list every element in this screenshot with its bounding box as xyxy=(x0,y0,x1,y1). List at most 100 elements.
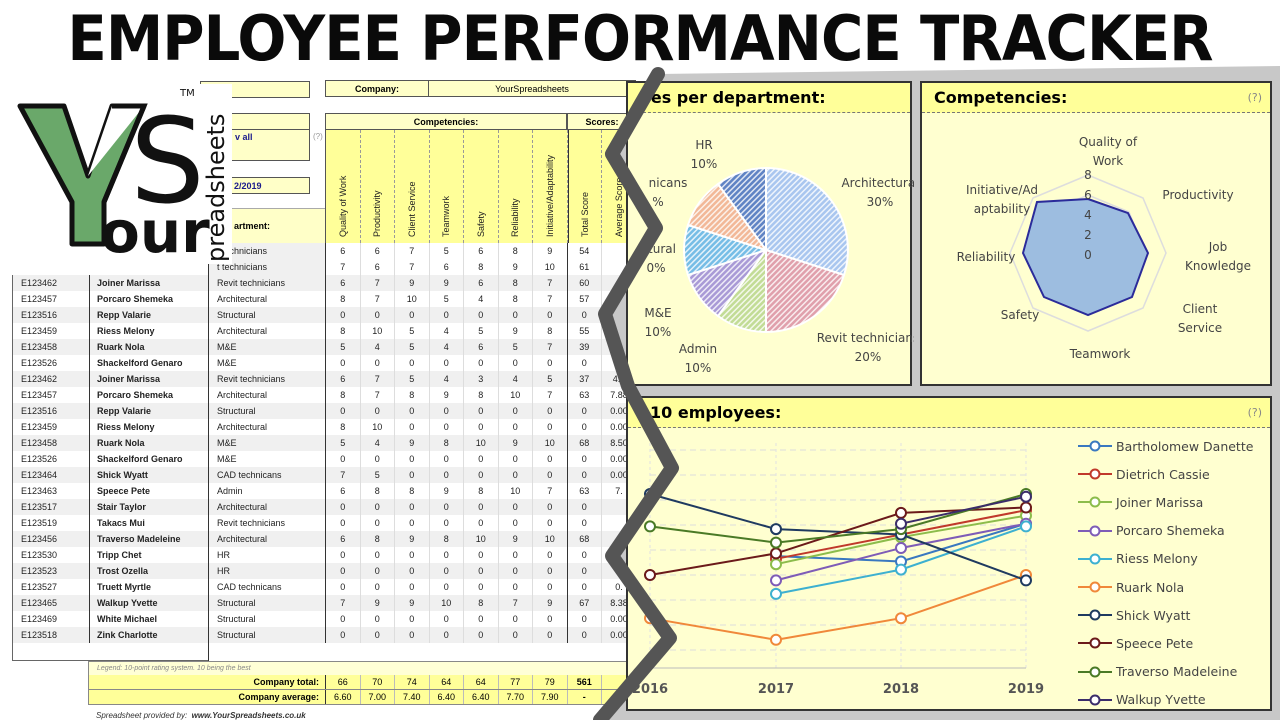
score-cell[interactable]: 0 xyxy=(497,547,533,563)
score-cell[interactable]: 0 xyxy=(497,307,533,323)
total-score-cell[interactable]: 61 xyxy=(566,259,602,275)
table-row[interactable]: E123457 Porcaro Shemeka Architectural 8 7 8 9 8… xyxy=(12,387,637,403)
score-cell[interactable]: 5 xyxy=(463,323,498,339)
score-cell[interactable]: 8 xyxy=(497,275,533,291)
score-cell[interactable]: 0 xyxy=(532,419,567,435)
score-cell[interactable]: 7 xyxy=(359,387,395,403)
score-cell[interactable]: 0 xyxy=(325,499,360,515)
score-cell[interactable]: 0 xyxy=(532,547,567,563)
score-cell[interactable]: 0 xyxy=(532,451,567,467)
score-cell[interactable]: 9 xyxy=(497,323,533,339)
table-row[interactable]: E123516 Repp Valarie Structural 0 0 0 0 0 0 0 0 0.0… xyxy=(12,403,637,419)
score-cell[interactable]: 0 xyxy=(428,451,464,467)
score-cell[interactable]: 5 xyxy=(428,291,464,307)
department-cell[interactable]: CAD technicans xyxy=(208,467,325,483)
legend-item[interactable]: Walkup Yvette xyxy=(1078,686,1253,714)
score-cell[interactable]: 8 xyxy=(463,483,498,499)
total-score-cell[interactable]: 0 xyxy=(566,467,602,483)
score-cell[interactable]: 0 xyxy=(325,579,360,595)
help-icon[interactable]: (?) xyxy=(313,132,323,141)
score-cell[interactable]: 9 xyxy=(394,435,429,451)
score-cell[interactable]: 8 xyxy=(497,243,533,259)
total-score-cell[interactable]: 0 xyxy=(566,499,602,515)
score-cell[interactable]: 6 xyxy=(428,259,464,275)
legend-item[interactable]: Shick Wyatt xyxy=(1078,601,1253,629)
score-cell[interactable]: 4 xyxy=(359,339,395,355)
score-cell[interactable]: 0 xyxy=(394,547,429,563)
score-cell[interactable]: 7 xyxy=(532,291,567,307)
score-cell[interactable]: 0 xyxy=(463,579,498,595)
department-cell[interactable]: M&E xyxy=(208,435,325,451)
score-cell[interactable]: 4 xyxy=(428,371,464,387)
score-cell[interactable]: 8 xyxy=(463,259,498,275)
score-cell[interactable]: 0 xyxy=(532,467,567,483)
score-cell[interactable]: 10 xyxy=(463,435,498,451)
employee-id-cell[interactable]: E123459 xyxy=(12,419,89,435)
score-cell[interactable]: 0 xyxy=(463,611,498,627)
employee-name-cell[interactable]: Riess Melony xyxy=(89,419,208,435)
score-cell[interactable]: 4 xyxy=(359,435,395,451)
score-cell[interactable]: 0 xyxy=(325,515,360,531)
total-score-cell[interactable]: 0 xyxy=(566,451,602,467)
score-cell[interactable]: 0 xyxy=(463,467,498,483)
score-cell[interactable]: 6 xyxy=(463,339,498,355)
score-cell[interactable]: 9 xyxy=(394,595,429,611)
score-cell[interactable]: 0 xyxy=(463,499,498,515)
department-cell[interactable]: M&E xyxy=(208,355,325,371)
table-row[interactable]: E123464 Shick Wyatt CAD technicans 7 5 0 0 0 0 0 0… xyxy=(12,467,637,483)
score-cell[interactable]: 0 xyxy=(359,579,395,595)
score-cell[interactable]: 0 xyxy=(325,611,360,627)
score-cell[interactable]: 0 xyxy=(497,627,533,643)
employee-name-cell[interactable]: Trost Ozella xyxy=(89,563,208,579)
score-cell[interactable]: 0 xyxy=(394,307,429,323)
score-cell[interactable]: 0 xyxy=(359,611,395,627)
total-score-cell[interactable]: 39 xyxy=(566,339,602,355)
score-cell[interactable]: 0 xyxy=(359,451,395,467)
score-cell[interactable]: 0 xyxy=(359,563,395,579)
score-cell[interactable]: 9 xyxy=(428,275,464,291)
legend-item[interactable]: Riess Melony xyxy=(1078,545,1253,573)
employee-id-cell[interactable]: E123523 xyxy=(12,563,89,579)
department-cell[interactable]: M&E xyxy=(208,451,325,467)
score-cell[interactable]: 7 xyxy=(325,595,360,611)
score-cell[interactable]: 0 xyxy=(463,355,498,371)
employee-name-cell[interactable]: Repp Valarie xyxy=(89,403,208,419)
employee-name-cell[interactable]: Zink Charlotte xyxy=(89,627,208,643)
score-cell[interactable]: 0 xyxy=(359,627,395,643)
score-cell[interactable]: 0 xyxy=(394,467,429,483)
employee-name-cell[interactable]: Traverso Madeleine xyxy=(89,531,208,547)
legend-item[interactable]: Dietrich Cassie xyxy=(1078,460,1253,488)
employee-id-cell[interactable]: E123516 xyxy=(12,307,89,323)
score-cell[interactable]: 0 xyxy=(532,515,567,531)
score-cell[interactable]: 0 xyxy=(532,499,567,515)
legend-item[interactable]: Ruark Nola xyxy=(1078,573,1253,601)
total-score-cell[interactable]: 54 xyxy=(566,243,602,259)
score-cell[interactable]: 0 xyxy=(394,499,429,515)
score-cell[interactable]: 8 xyxy=(463,595,498,611)
employee-id-cell[interactable]: E123517 xyxy=(12,499,89,515)
table-row[interactable]: E123523 Trost Ozella HR 0 0 0 0 0 0 0 0 xyxy=(12,563,637,579)
table-row[interactable]: E123456 Traverso Madeleine Architectural 6 8… xyxy=(12,531,637,547)
score-cell[interactable]: 0 xyxy=(428,499,464,515)
total-score-cell[interactable]: 0 xyxy=(566,563,602,579)
score-cell[interactable]: 5 xyxy=(394,323,429,339)
employee-id-cell[interactable]: E123518 xyxy=(12,627,89,643)
employee-id-cell[interactable]: E123456 xyxy=(12,531,89,547)
score-cell[interactable]: 0 xyxy=(428,515,464,531)
department-cell[interactable]: Structural xyxy=(208,307,325,323)
score-cell[interactable]: 0 xyxy=(359,515,395,531)
score-cell[interactable]: 0 xyxy=(325,403,360,419)
employee-id-cell[interactable]: E123458 xyxy=(12,435,89,451)
score-cell[interactable]: 0 xyxy=(359,499,395,515)
score-cell[interactable]: 9 xyxy=(497,531,533,547)
score-cell[interactable]: 9 xyxy=(532,595,567,611)
score-cell[interactable]: 4 xyxy=(463,291,498,307)
score-cell[interactable]: 0 xyxy=(497,611,533,627)
score-cell[interactable]: 0 xyxy=(497,515,533,531)
score-cell[interactable]: 8 xyxy=(394,483,429,499)
employee-id-cell[interactable]: E123519 xyxy=(12,515,89,531)
employee-name-cell[interactable]: Joiner Marissa xyxy=(89,371,208,387)
employee-id-cell[interactable]: E123516 xyxy=(12,403,89,419)
employee-name-cell[interactable]: Ruark Nola xyxy=(89,339,208,355)
department-cell[interactable]: Architectural xyxy=(208,499,325,515)
